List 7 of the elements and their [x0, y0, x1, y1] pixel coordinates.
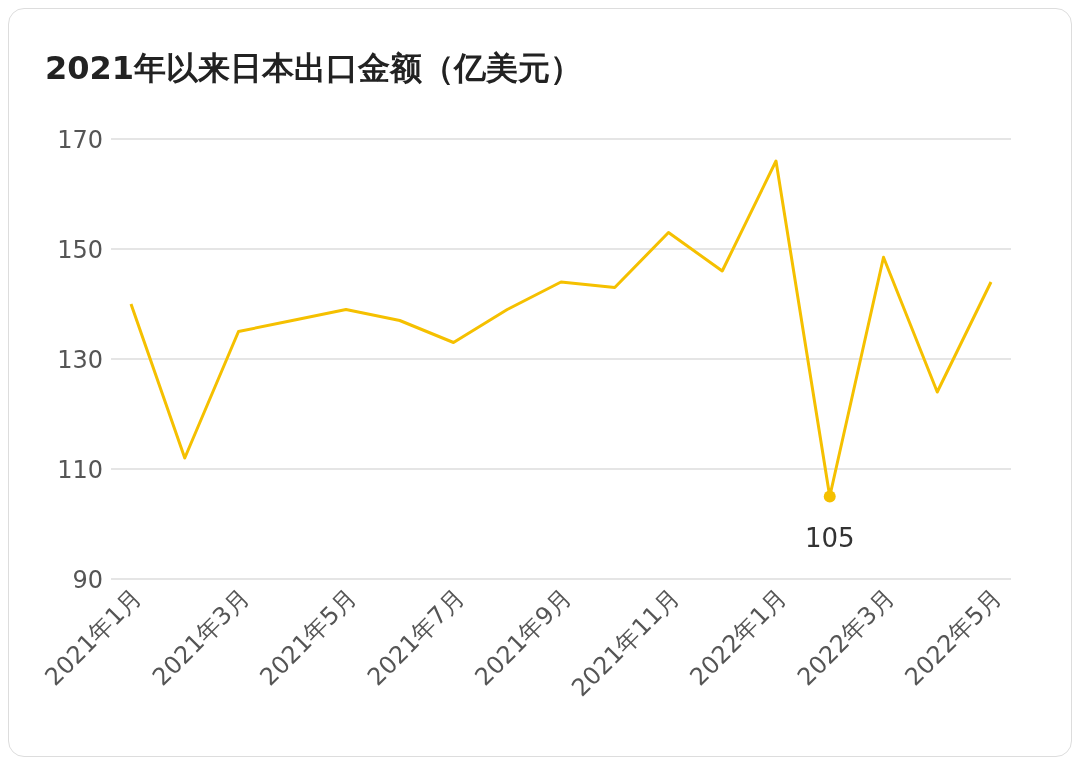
data-label: 105 [804, 522, 855, 553]
chart-title: 2021年以来日本出口金额（亿美元） [45, 48, 583, 89]
y-tick-label: 130 [57, 345, 103, 374]
y-tick-label: 150 [57, 235, 103, 264]
y-tick-label: 90 [72, 565, 103, 594]
y-tick-label: 170 [57, 125, 103, 154]
y-tick-label: 110 [57, 455, 103, 484]
